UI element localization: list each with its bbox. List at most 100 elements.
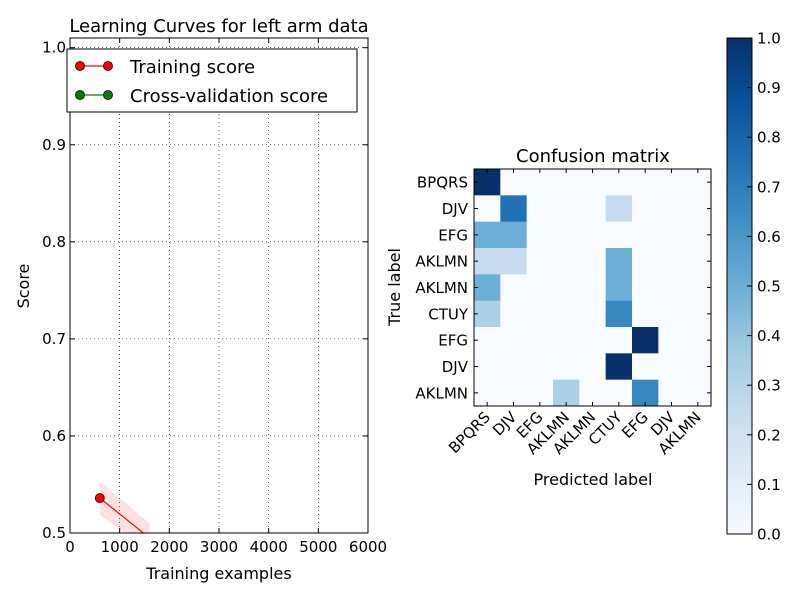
matrix-cell bbox=[474, 248, 501, 275]
colorbar-tick-label: 0.1 bbox=[757, 476, 781, 494]
matrix-cell bbox=[605, 379, 633, 407]
matrix-cell bbox=[605, 169, 633, 196]
x-tick-label: 1000 bbox=[101, 538, 139, 556]
learning-curve-title: Learning Curves for left arm data bbox=[69, 16, 368, 37]
matrix-cell bbox=[553, 274, 580, 302]
legend-cv-label: Cross-validation score bbox=[130, 86, 328, 107]
matrix-cell bbox=[632, 274, 659, 302]
matrix-cell bbox=[579, 248, 607, 275]
x-tick-label: 4000 bbox=[250, 538, 288, 556]
matrix-cell bbox=[474, 327, 501, 354]
row-label: DJV bbox=[442, 200, 469, 218]
matrix-cell bbox=[526, 327, 554, 354]
matrix-cell bbox=[500, 300, 528, 328]
confusion-matrix-x-label: Predicted label bbox=[534, 470, 653, 489]
matrix-cell bbox=[605, 221, 633, 249]
matrix-cell bbox=[658, 169, 686, 196]
y-tick-label: 0.6 bbox=[42, 427, 66, 445]
matrix-cell bbox=[579, 195, 607, 223]
matrix-cell bbox=[579, 327, 607, 354]
learning-curve-chart: Learning Curves for left arm data 0 1000 2… bbox=[14, 16, 387, 583]
matrix-cell bbox=[553, 327, 580, 354]
y-tick-label: 1.0 bbox=[42, 39, 66, 57]
legend-training-marker bbox=[75, 61, 85, 71]
matrix-cell bbox=[658, 248, 686, 275]
confusion-matrix-cells bbox=[474, 169, 712, 407]
matrix-cell bbox=[632, 248, 659, 275]
matrix-cell bbox=[500, 221, 528, 249]
learning-curve-y-label: Score bbox=[14, 264, 33, 309]
matrix-cell bbox=[526, 353, 554, 381]
x-tick-label: 2000 bbox=[150, 538, 188, 556]
colorbar-tick-label: 0.4 bbox=[757, 327, 781, 345]
matrix-cell bbox=[658, 300, 686, 328]
confusion-matrix-y-label: True label bbox=[385, 248, 404, 327]
learning-curve-x-label: Training examples bbox=[145, 564, 291, 583]
learning-curve-grid bbox=[70, 38, 368, 533]
matrix-cell bbox=[684, 379, 712, 407]
matrix-cell bbox=[658, 353, 686, 381]
matrix-cell bbox=[474, 379, 501, 407]
colorbar-tick-label: 0.8 bbox=[757, 129, 781, 147]
matrix-cell bbox=[526, 300, 554, 328]
y-tick-label: 0.5 bbox=[42, 524, 66, 542]
confusion-matrix-chart: Confusion matrix BPQRSDJVEFGAKLMNAKLMNCT… bbox=[385, 146, 712, 489]
matrix-cell bbox=[474, 221, 501, 249]
x-tick-label: 6000 bbox=[349, 538, 387, 556]
matrix-cell bbox=[526, 379, 554, 407]
matrix-cell bbox=[526, 248, 554, 275]
matrix-cell bbox=[658, 195, 686, 223]
colorbar-tick-label: 0.9 bbox=[757, 79, 781, 97]
row-label: EFG bbox=[438, 226, 468, 244]
row-label: BPQRS bbox=[417, 174, 468, 192]
matrix-cell bbox=[684, 169, 712, 196]
matrix-cell bbox=[632, 379, 659, 407]
learning-curve-x-ticks: 0 1000 2000 3000 4000 5000 6000 bbox=[65, 38, 387, 556]
matrix-cell bbox=[684, 327, 712, 354]
colorbar: 0.0 0.1 0.2 0.3 0.4 0.5 0.6 0.7 0.8 0.9 1.0 bbox=[726, 30, 781, 544]
x-tick-label: 3000 bbox=[200, 538, 238, 556]
colorbar-tick-label: 0.0 bbox=[757, 526, 781, 544]
training-score-line bbox=[99, 497, 145, 533]
matrix-cell bbox=[474, 195, 501, 223]
matrix-cell bbox=[632, 221, 659, 249]
matrix-cell bbox=[579, 221, 607, 249]
col-label: BPQRS bbox=[445, 408, 494, 457]
colorbar-tick-label: 0.2 bbox=[757, 426, 781, 444]
matrix-cell bbox=[500, 379, 528, 407]
matrix-cell bbox=[553, 379, 580, 407]
matrix-cell bbox=[684, 195, 712, 223]
matrix-cell bbox=[474, 274, 501, 302]
y-tick-label: 0.7 bbox=[42, 330, 66, 348]
row-label: DJV bbox=[442, 358, 469, 376]
matrix-cell bbox=[684, 248, 712, 275]
matrix-cell bbox=[658, 221, 686, 249]
y-tick-label: 0.8 bbox=[42, 233, 66, 251]
matrix-cell bbox=[605, 300, 633, 328]
matrix-cell bbox=[684, 274, 712, 302]
colorbar-ticks: 0.0 0.1 0.2 0.3 0.4 0.5 0.6 0.7 0.8 0.9 1.0 bbox=[747, 30, 781, 544]
y-tick-label: 0.9 bbox=[42, 136, 66, 154]
confusion-matrix-title: Confusion matrix bbox=[516, 146, 670, 167]
matrix-cell bbox=[684, 300, 712, 328]
training-score-band-group bbox=[99, 481, 150, 533]
colorbar-tick-label: 1.0 bbox=[757, 30, 781, 48]
matrix-cell bbox=[579, 300, 607, 328]
matrix-cell bbox=[553, 169, 580, 196]
matrix-cell bbox=[500, 248, 528, 275]
matrix-cell bbox=[474, 300, 501, 328]
confusion-matrix-row-labels: BPQRS DJV EFG AKLMN AKLMN CTUY EFG DJV AKLMN bbox=[415, 174, 711, 402]
matrix-cell bbox=[684, 221, 712, 249]
matrix-cell bbox=[605, 327, 633, 354]
legend-cv-marker bbox=[75, 90, 85, 100]
colorbar-tick-label: 0.6 bbox=[757, 228, 781, 246]
matrix-cell bbox=[605, 248, 633, 275]
training-score-point bbox=[94, 493, 105, 503]
row-label: CTUY bbox=[428, 305, 469, 323]
legend-training-label: Training score bbox=[129, 57, 255, 78]
matrix-cell bbox=[632, 327, 659, 354]
matrix-cell bbox=[500, 353, 528, 381]
matrix-cell bbox=[553, 300, 580, 328]
matrix-cell bbox=[526, 221, 554, 249]
